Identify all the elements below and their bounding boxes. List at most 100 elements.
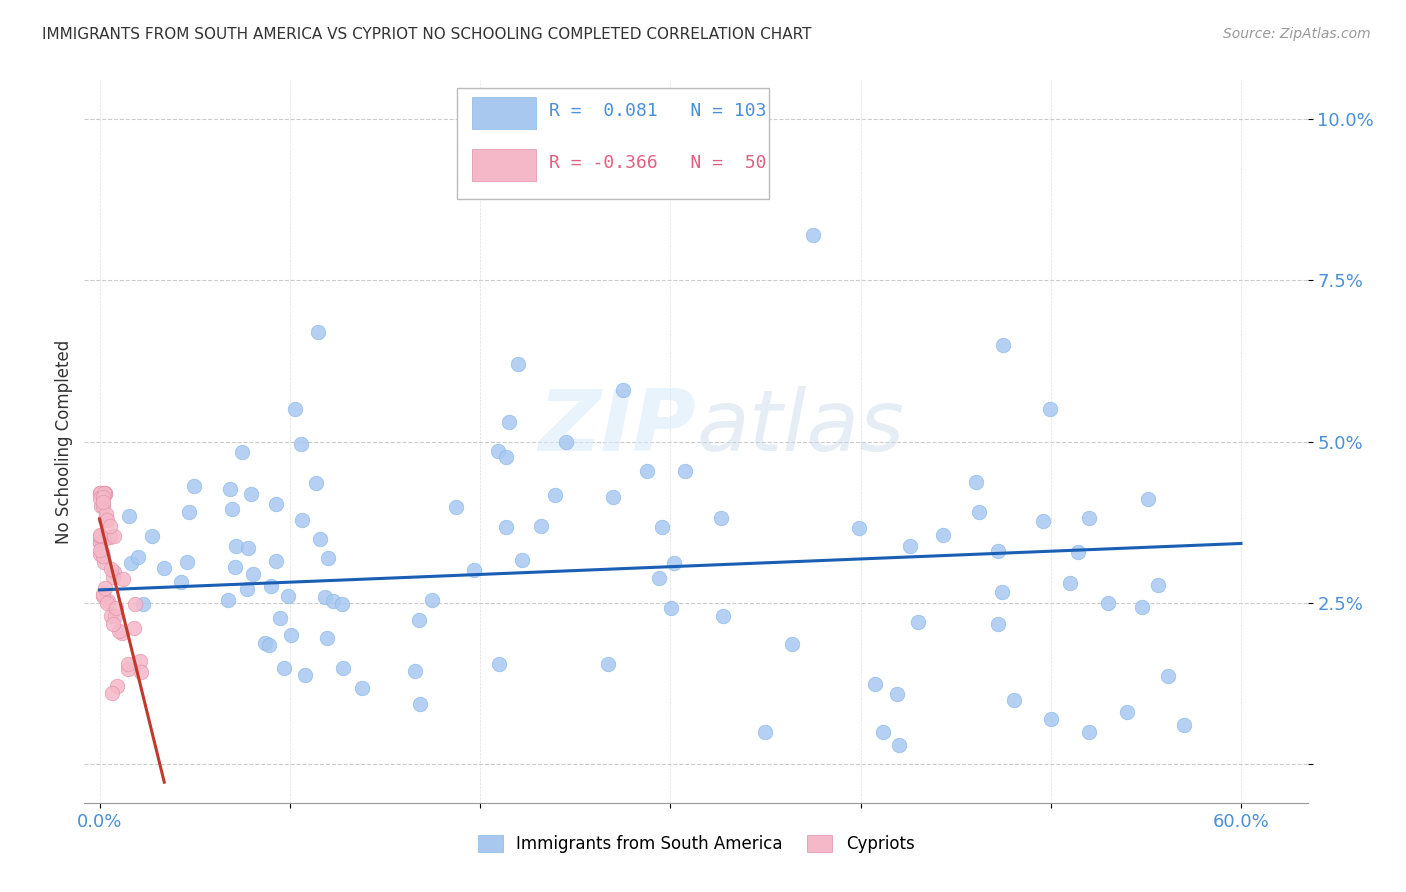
Point: [710, 511, 733, 525]
Point: [330, 598, 353, 612]
Point: [242, 567, 264, 582]
Point: [93, 486, 115, 500]
Legend: Immigrants from South America, Cypriots: Immigrants from South America, Cypriots: [471, 828, 921, 860]
Point: [111, 626, 134, 640]
Point: [664, 556, 686, 570]
Point: [420, 592, 443, 607]
Point: [488, 657, 510, 672]
Point: [1130, 599, 1153, 614]
Point: [991, 585, 1014, 599]
Point: [1059, 576, 1081, 591]
Point: [170, 574, 193, 589]
Point: [273, 660, 295, 674]
Point: [105, 601, 128, 615]
Point: [100, 562, 122, 576]
Point: [253, 636, 276, 650]
Point: [280, 628, 302, 642]
Point: [91, 495, 114, 509]
Point: [89, 534, 111, 549]
Point: [780, 637, 803, 651]
Point: [94, 512, 117, 526]
Point: [129, 665, 152, 679]
Point: [224, 559, 246, 574]
Point: [132, 597, 155, 611]
Point: [602, 490, 624, 504]
Point: [498, 415, 520, 429]
FancyBboxPatch shape: [472, 97, 536, 129]
Point: [89, 527, 111, 541]
Point: [152, 560, 174, 574]
Point: [987, 616, 1010, 631]
Point: [93, 532, 115, 546]
Point: [225, 539, 247, 553]
Point: [128, 654, 150, 668]
Point: [236, 582, 259, 596]
Point: [93, 486, 115, 500]
Point: [1002, 692, 1025, 706]
Point: [277, 589, 299, 603]
Point: [94, 581, 117, 595]
Point: [1032, 514, 1054, 528]
Point: [711, 608, 734, 623]
Point: [97, 594, 120, 608]
Point: [266, 497, 288, 511]
Point: [90, 499, 112, 513]
Point: [315, 632, 337, 646]
Point: [103, 528, 125, 542]
Point: [294, 668, 316, 682]
Point: [257, 638, 280, 652]
Point: [408, 613, 430, 627]
Point: [495, 520, 517, 534]
Point: [506, 357, 529, 371]
Point: [898, 540, 921, 554]
Point: [89, 486, 111, 500]
Point: [648, 571, 671, 585]
Point: [404, 664, 426, 678]
Point: [596, 657, 619, 671]
Point: [96, 595, 118, 609]
Point: [283, 402, 305, 417]
Point: [89, 547, 111, 561]
Point: [993, 338, 1015, 352]
Point: [104, 608, 127, 623]
Point: [1115, 706, 1137, 720]
Point: [495, 450, 517, 464]
Point: [969, 505, 991, 519]
Point: [1136, 491, 1159, 506]
Point: [887, 738, 910, 752]
Point: [307, 325, 329, 339]
Point: [350, 681, 373, 695]
Point: [231, 445, 253, 459]
Point: [314, 591, 336, 605]
Point: [1039, 712, 1062, 726]
Text: ZIP: ZIP: [538, 385, 696, 468]
Point: [754, 724, 776, 739]
Point: [1147, 578, 1170, 592]
Point: [636, 464, 658, 478]
Point: [907, 615, 929, 630]
Point: [94, 486, 117, 500]
Point: [93, 499, 115, 513]
Point: [103, 565, 125, 579]
Point: [863, 677, 886, 691]
Point: [117, 509, 139, 524]
Point: [1173, 718, 1195, 732]
Point: [89, 491, 111, 505]
Point: [183, 479, 205, 493]
Point: [269, 611, 291, 625]
Point: [290, 437, 312, 451]
Point: [1078, 511, 1101, 525]
Point: [931, 527, 953, 541]
FancyBboxPatch shape: [472, 149, 536, 181]
Point: [1066, 545, 1088, 559]
Point: [93, 486, 115, 500]
Point: [122, 621, 145, 635]
Text: R = -0.366   N =  50: R = -0.366 N = 50: [550, 154, 766, 172]
Point: [221, 501, 243, 516]
Point: [240, 486, 263, 500]
Point: [101, 617, 124, 632]
Point: [673, 464, 696, 478]
Point: [801, 228, 824, 243]
Point: [266, 554, 288, 568]
Point: [91, 587, 114, 601]
